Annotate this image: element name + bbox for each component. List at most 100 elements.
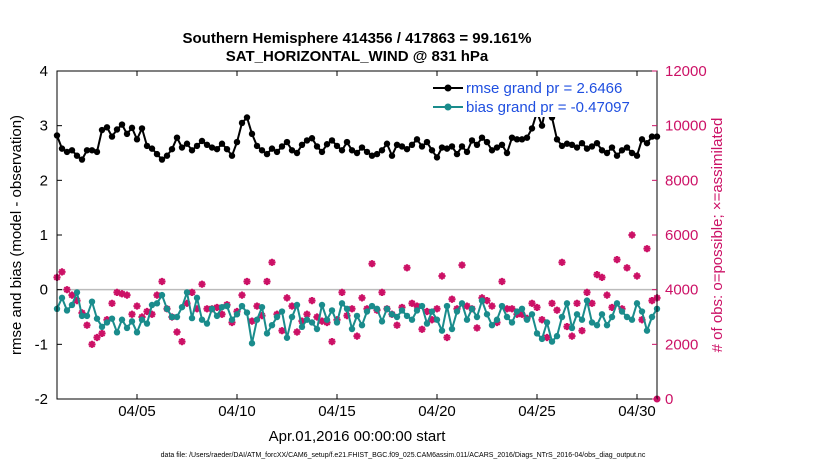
obs-point [278,327,286,335]
rmse-point [333,142,341,150]
bias-point [583,297,591,304]
rmse-point [113,126,121,133]
rmse-point [618,147,626,154]
obs-point [563,322,571,331]
bias-point [453,308,461,315]
obs-point [473,324,481,332]
rmse-point [458,143,466,150]
bias-point [418,302,426,310]
bias-point [178,303,186,311]
obs-point [143,307,151,316]
obs-point [248,317,256,325]
bias-point [473,313,481,321]
y-left-tick-label: 1 [40,227,48,244]
rmse-point [193,142,201,150]
obs-point [318,317,326,325]
rmse-point [593,139,601,147]
bias-point [383,305,391,312]
bias-point [643,327,651,334]
obs-point [63,286,71,294]
y-right-tick-label: 10000 [665,118,707,135]
bias-point [198,316,206,323]
rmse-point [198,137,206,145]
rmse-point [83,147,91,154]
obs-point [218,310,226,318]
rmse-point [473,141,481,148]
bias-point [183,289,191,296]
bias-point [68,301,76,309]
rmse-point [318,148,326,156]
obs-point [263,277,271,286]
obs-point [313,313,321,321]
rmse-point [558,142,566,150]
y-right-tick-label: 4000 [665,282,698,299]
bias-point [298,323,306,331]
bias-point [108,315,116,322]
rmse-point [438,144,446,151]
obs-point [288,302,296,310]
bias-point [158,291,166,299]
rmse-point [403,145,411,153]
bias-point [103,319,111,326]
rmse-point [238,119,246,127]
rmse-point [103,124,111,131]
rmse-point [278,143,286,150]
bias-point [173,313,181,321]
rmse-point [263,150,271,158]
bias-point [303,316,311,323]
obs-point [358,294,366,302]
rmse-point [108,133,116,140]
bias-point [388,311,396,318]
rmse-point [268,145,276,152]
rmse-point [203,141,211,148]
bias-point [558,313,566,321]
obs-point [258,312,266,320]
rmse-point [488,147,496,154]
bias-point [328,307,336,314]
rmse-point [123,130,131,138]
rmse-point [573,144,581,151]
bias-point [83,312,91,320]
bias-point [603,322,611,329]
rmse-point [423,138,431,146]
obs-point [378,288,386,296]
y-right-tick-label: 12000 [665,63,707,80]
obs-point [528,299,536,307]
obs-point [593,271,601,279]
obs-point [568,332,576,340]
rmse-point [218,140,226,147]
rmse-point [118,121,126,128]
bias-point [203,320,211,327]
y-right-ticks: 0 2000 4000 6000 8000 10000 12000 [652,63,707,408]
bias-point [123,324,131,332]
bias-point [213,312,221,320]
rmse-point [78,156,86,163]
obs-point [198,280,206,288]
bias-point [528,311,536,318]
bias-point [413,307,421,314]
bias-point [333,319,341,326]
bias-point [398,307,406,314]
rmse-point [133,136,141,143]
bias-point [118,316,126,323]
x-axis-label: Apr.01,2016 00:00:00 start [269,428,447,445]
rmse-point [298,141,306,148]
bias-point [98,323,106,331]
rmse-point [648,133,656,140]
obs-point [633,272,641,280]
bias-point [478,297,486,304]
bias-point [88,298,96,305]
bias-point [253,316,261,323]
rmse-point [288,147,296,154]
obs-point [438,272,446,280]
rmse-point [413,136,421,143]
bias-point [293,301,301,309]
rmse-point [623,144,631,151]
legend-rmse-label: rmse grand pr = 2.6466 [466,80,622,97]
bias-point [428,308,436,315]
obs-point [73,297,81,305]
y-left-ticks: -2 -1 0 1 2 3 4 [35,63,62,408]
bias-point [393,313,401,321]
obs-point [298,317,306,325]
obs-point [433,305,441,313]
